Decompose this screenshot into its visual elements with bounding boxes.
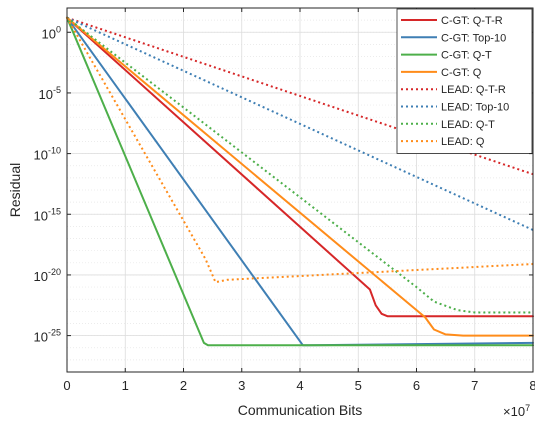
legend-box — [396, 8, 533, 154]
y-axis-label: Residual — [7, 163, 23, 217]
x-tick-label: 5 — [355, 378, 362, 393]
x-tick-label: 6 — [413, 378, 420, 393]
series-line-c-gt-q-t — [66, 16, 534, 347]
series-group — [66, 16, 534, 347]
y-tick-label: 10-15 — [34, 206, 61, 223]
series-line-lead-q — [66, 17, 534, 284]
legend-label: LEAD: Q-T — [441, 119, 495, 131]
legend-label: LEAD: Q-T-R — [441, 84, 506, 96]
x-multiplier-base: ×10 — [503, 404, 525, 419]
y-tick-label: 10-10 — [34, 146, 61, 163]
y-tick-label: 10-25 — [34, 328, 61, 345]
legend-label: C-GT: Top-10 — [441, 32, 506, 44]
legend-label: C-GT: Q — [441, 67, 482, 79]
y-tick-label: 100 — [42, 24, 61, 41]
legend: C-GT: Q-T-R C-GT: Top-10 C-GT: Q-T C-GT: Q L… — [396, 8, 533, 154]
x-tick-label: 2 — [180, 378, 187, 393]
series-line-c-gt-q-t-r — [66, 16, 534, 318]
x-multiplier-exp: 7 — [525, 403, 530, 413]
x-tick-label: 7 — [471, 378, 478, 393]
x-tick-label: 8 — [529, 378, 535, 393]
x-tick-label: 4 — [296, 378, 303, 393]
y-tick-label: 10-20 — [34, 267, 61, 284]
x-axis-label: Communication Bits — [238, 402, 363, 418]
legend-label: C-GT: Q-T-R — [441, 15, 503, 27]
series-line-lead-q-t-r — [66, 16, 534, 176]
legend-label: LEAD: Top-10 — [441, 102, 509, 114]
legend-label: C-GT: Q-T — [441, 50, 492, 62]
ticks: 0 1 2 3 4 5 6 7 8 100 10-5 10-10 10-15 10-20 10-25 — [34, 8, 535, 393]
x-tick-label: 0 — [63, 378, 70, 393]
x-tick-label: 3 — [238, 378, 245, 393]
x-tick-label: 1 — [122, 378, 129, 393]
legend-label: LEAD: Q — [441, 136, 485, 148]
y-tick-label: 10-5 — [39, 85, 61, 102]
series-line-lead-top-10 — [66, 16, 534, 231]
x-multiplier: ×107 — [503, 403, 530, 419]
series-line-lead-q-t — [66, 16, 533, 314]
series-line-c-gt-q — [66, 16, 534, 337]
